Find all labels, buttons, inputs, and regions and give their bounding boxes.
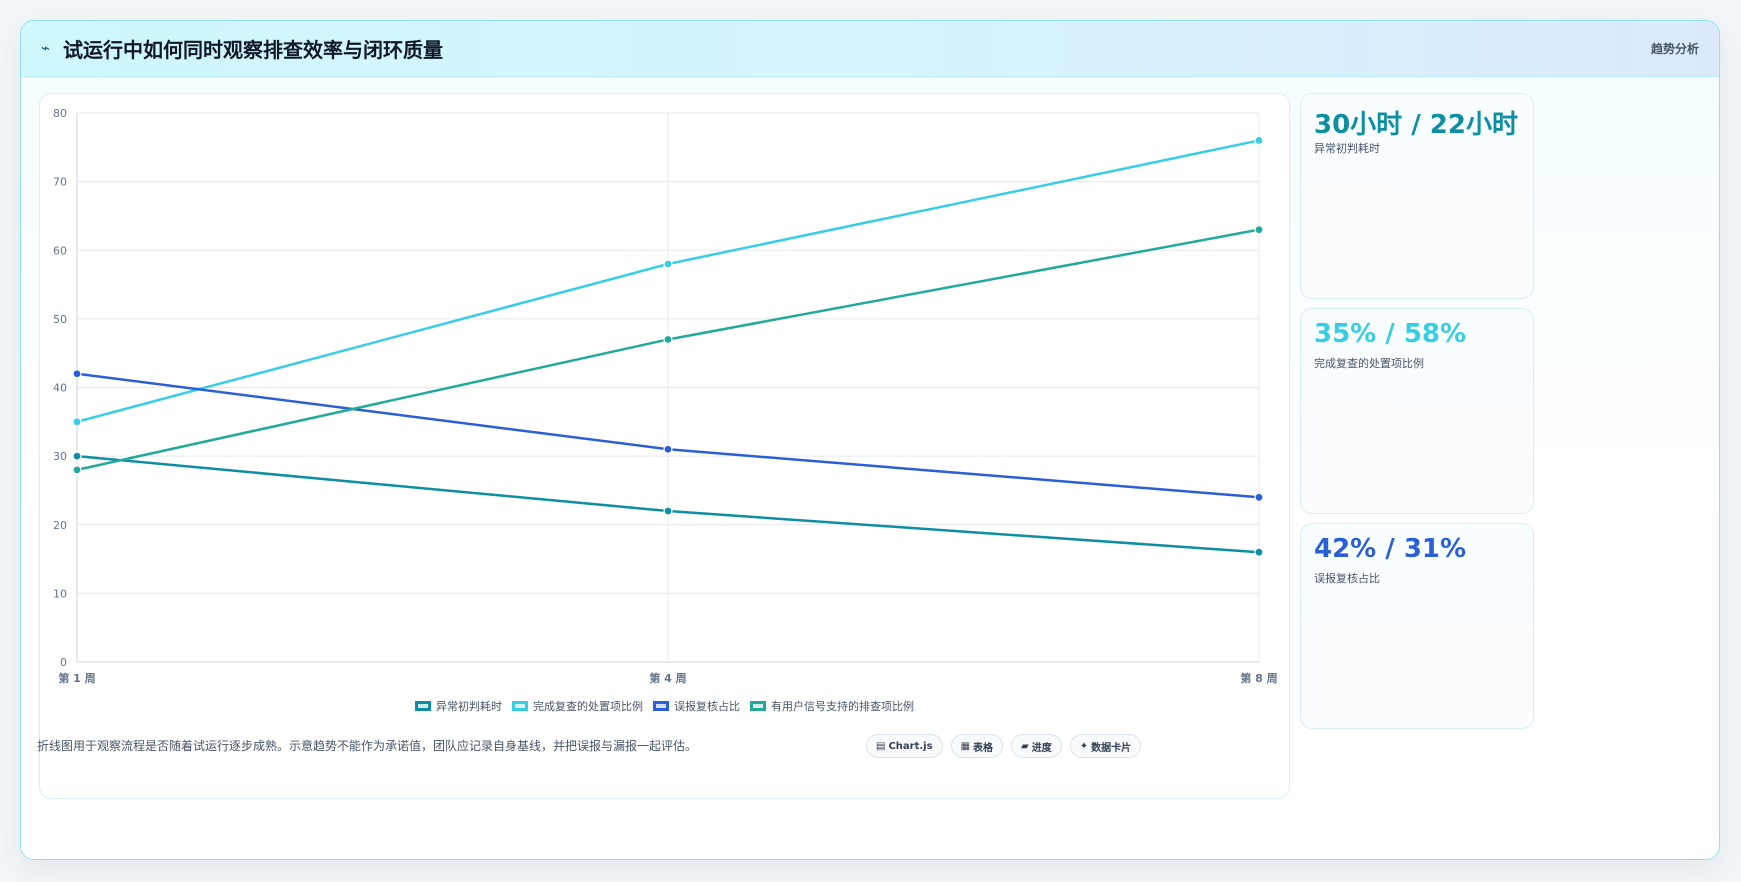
- y-tick-label: 10: [53, 587, 67, 600]
- chip-progress[interactable]: ▰ 进度: [1011, 734, 1062, 758]
- data-point: [663, 506, 673, 516]
- y-tick-label: 70: [53, 176, 67, 189]
- data-point: [72, 369, 82, 379]
- data-point: [663, 444, 673, 454]
- legend-swatch: [653, 701, 669, 711]
- legend-item[interactable]: 完成复查的处置项比例: [512, 698, 643, 714]
- stat-label: 异常初判耗时: [1314, 142, 1380, 155]
- legend-swatch: [512, 701, 528, 711]
- view-chips: ▤ Chart.js ▦ 表格 ▰ 进度 ✦ 数据卡片: [866, 734, 1142, 758]
- chip-label: Chart.js: [888, 740, 933, 752]
- legend-item[interactable]: 异常初判耗时: [415, 698, 502, 714]
- chip-data-cards[interactable]: ✦ 数据卡片: [1069, 734, 1142, 758]
- stat-value: 35% / 58%: [1314, 319, 1467, 349]
- chart-legend: 异常初判耗时 完成复查的处置项比例 误报复核占比 有用户信号支持的排查项比例: [40, 698, 1289, 714]
- panel-header: ⌁ 试运行中如何同时观察排查效率与闭环质量 趋势分析: [21, 21, 1719, 77]
- trend-analysis-badge: 趋势分析: [1650, 42, 1699, 56]
- dashboard-panel: ⌁ 试运行中如何同时观察排查效率与闭环质量 趋势分析 0 10 20 30 40 50 60…: [20, 20, 1720, 860]
- legend-swatch: [415, 701, 431, 711]
- data-point: [663, 259, 673, 269]
- legend-label: 有用户信号支持的排查项比例: [771, 700, 914, 713]
- table-icon: ▦: [960, 740, 971, 752]
- data-point: [72, 451, 82, 461]
- legend-swatch: [750, 701, 766, 711]
- data-point: [72, 417, 82, 427]
- y-tick-label: 0: [60, 656, 67, 669]
- y-tick-label: 30: [53, 450, 67, 463]
- footer-note: 折线图用于观察流程是否随着试运行逐步成熟。示意趋势不能作为承诺值，团队应记录自身…: [37, 739, 698, 753]
- x-tick-label: 第 1 周: [58, 671, 95, 685]
- x-tick-label: 第 4 周: [649, 671, 686, 685]
- line-chart: 0 10 20 30 40 50 60 70 80 第 1 周 第 4 周 第 8 周: [53, 107, 1278, 685]
- y-tick-label: 60: [53, 244, 67, 257]
- chip-chartjs[interactable]: ▤ Chart.js: [866, 734, 943, 758]
- stat-value: 30小时 / 22小时: [1314, 110, 1518, 140]
- sparkle-icon: ✦: [1079, 740, 1089, 752]
- legend-label: 误报复核占比: [674, 700, 740, 713]
- chart-icon: ▤: [876, 740, 886, 752]
- legend-item[interactable]: 误报复核占比: [653, 698, 740, 714]
- y-tick-label: 20: [53, 519, 67, 532]
- stat-label: 误报复核占比: [1314, 572, 1380, 585]
- data-point: [1254, 492, 1264, 502]
- y-tick-label: 40: [53, 382, 67, 395]
- y-tick-label: 50: [53, 313, 67, 326]
- line-chart-card: 0 10 20 30 40 50 60 70 80 第 1 周 第 4 周 第 8 周 异常初判耗时 完…: [39, 93, 1290, 799]
- x-tick-label: 第 8 周: [1240, 671, 1277, 685]
- stat-label: 完成复查的处置项比例: [1314, 357, 1424, 370]
- legend-label: 完成复查的处置项比例: [533, 700, 643, 713]
- stat-value: 42% / 31%: [1314, 534, 1467, 564]
- stat-card-initial-judgment-time: 30小时 / 22小时 异常初判耗时: [1300, 93, 1534, 299]
- progress-icon: ▰: [1021, 740, 1029, 752]
- legend-item[interactable]: 有用户信号支持的排查项比例: [750, 698, 914, 714]
- chip-label: 进度: [1031, 742, 1052, 754]
- page-title: 试运行中如何同时观察排查效率与闭环质量: [63, 38, 443, 62]
- stat-card-review-completion: 35% / 58% 完成复查的处置项比例: [1300, 308, 1534, 514]
- chip-label: 数据卡片: [1091, 742, 1132, 754]
- pulse-icon: ⌁: [41, 39, 51, 57]
- chip-table[interactable]: ▦ 表格: [950, 734, 1004, 758]
- data-point: [1254, 135, 1264, 146]
- chip-label: 表格: [973, 742, 994, 754]
- y-tick-label: 80: [53, 107, 67, 120]
- data-point: [1254, 547, 1264, 557]
- data-point: [1254, 225, 1264, 235]
- stat-card-false-positive-review: 42% / 31% 误报复核占比: [1300, 523, 1534, 729]
- data-point: [72, 465, 82, 475]
- data-point: [663, 334, 673, 345]
- legend-label: 异常初判耗时: [436, 700, 502, 713]
